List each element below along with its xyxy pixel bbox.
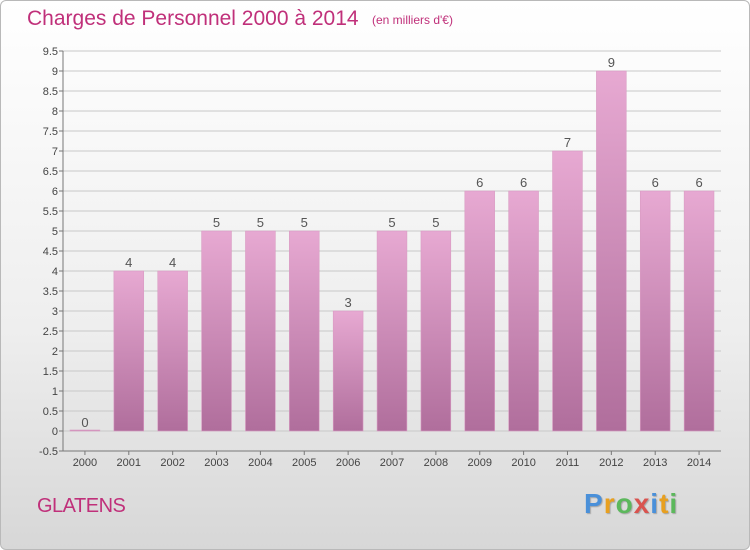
x-tick-label-2010: 2010 — [511, 457, 535, 469]
x-tick-label-2012: 2012 — [599, 457, 623, 469]
y-tick-label: 5.5 — [43, 206, 58, 218]
y-tick-label: -0.5 — [39, 446, 58, 458]
place-name: GLATENS — [37, 495, 126, 517]
value-label-2011: 7 — [564, 135, 571, 150]
x-tick-label-2007: 2007 — [380, 457, 404, 469]
value-label-2005: 5 — [301, 215, 308, 230]
logo-letter: P — [584, 488, 604, 519]
x-tick-label-2005: 2005 — [292, 457, 316, 469]
bar-2010 — [508, 190, 539, 432]
y-tick-label: 6 — [52, 186, 58, 198]
y-tick-label: 8.5 — [43, 86, 58, 98]
logo-letter: t — [659, 488, 670, 519]
value-label-2003: 5 — [213, 215, 220, 230]
bar-2004 — [245, 230, 276, 432]
value-label-2002: 4 — [169, 255, 176, 270]
y-tick-label: 9 — [52, 66, 58, 78]
x-tick-label-2013: 2013 — [643, 457, 667, 469]
y-tick-label: 6.5 — [43, 166, 58, 178]
x-tick-label-2003: 2003 — [204, 457, 228, 469]
bar-2002 — [157, 270, 188, 432]
y-tick-label: 0 — [52, 426, 58, 438]
x-tick-label-2008: 2008 — [424, 457, 448, 469]
y-tick-label: 3.5 — [43, 286, 58, 298]
x-tick-label-2011: 2011 — [556, 457, 580, 469]
value-label-2006: 3 — [345, 295, 352, 310]
value-label-2010: 6 — [520, 175, 527, 190]
bar-2009 — [464, 190, 495, 432]
y-tick-label: 1 — [52, 386, 58, 398]
chart-subtitle: (en milliers d'€) — [372, 13, 453, 27]
y-tick-label: 0.5 — [43, 406, 58, 418]
bar-2003 — [201, 230, 232, 432]
value-label-2014: 6 — [695, 175, 702, 190]
value-label-2012: 9 — [608, 55, 615, 70]
x-tick-label-2001: 2001 — [117, 457, 141, 469]
y-tick-label: 9.5 — [43, 46, 58, 58]
value-label-2004: 5 — [257, 215, 264, 230]
x-tick-label-2000: 2000 — [73, 457, 97, 469]
bar-2014 — [683, 190, 715, 432]
chart-title: Charges de Personnel 2000 à 2014 — [27, 7, 359, 30]
x-tick-label-2006: 2006 — [336, 457, 360, 469]
bar-2005 — [289, 230, 320, 432]
y-tick-label: 4 — [52, 266, 58, 278]
y-tick-label: 7.5 — [43, 126, 58, 138]
logo-letter: o — [615, 488, 634, 519]
y-tick-label: 2 — [52, 346, 58, 358]
bar-2000 — [69, 429, 101, 432]
y-tick-label: 8 — [52, 106, 58, 118]
x-tick-label-2014: 2014 — [687, 457, 711, 469]
x-tick-label-2004: 2004 — [248, 457, 272, 469]
bar-2007 — [376, 230, 408, 432]
bar-2012 — [596, 70, 627, 432]
bar-2001 — [113, 270, 145, 432]
bar-2008 — [420, 230, 452, 432]
y-tick-label: 2.5 — [43, 326, 58, 338]
x-tick-label-2002: 2002 — [160, 457, 184, 469]
value-label-2007: 5 — [388, 215, 395, 230]
logo-letter: r — [603, 488, 616, 519]
logo-letter: x — [633, 488, 651, 519]
y-tick-label: 3 — [52, 306, 58, 318]
y-tick-label: 4.5 — [43, 246, 58, 258]
logo-letter: i — [669, 488, 679, 519]
value-label-2008: 5 — [432, 215, 439, 230]
x-tick-label-2009: 2009 — [467, 457, 491, 469]
proxiti-logo[interactable]: Proxiti — [584, 488, 678, 520]
y-tick-label: 7 — [52, 146, 58, 158]
value-label-2013: 6 — [652, 175, 659, 190]
value-label-2001: 4 — [125, 255, 132, 270]
value-label-2000: 0 — [81, 415, 88, 430]
y-tick-label: 1.5 — [43, 366, 58, 378]
value-label-2009: 6 — [476, 175, 483, 190]
bar-2013 — [639, 190, 671, 432]
logo-letter: i — [650, 488, 660, 519]
bar-2011 — [552, 150, 583, 432]
bar-2006 — [332, 310, 364, 432]
y-tick-label: 5 — [52, 226, 58, 238]
